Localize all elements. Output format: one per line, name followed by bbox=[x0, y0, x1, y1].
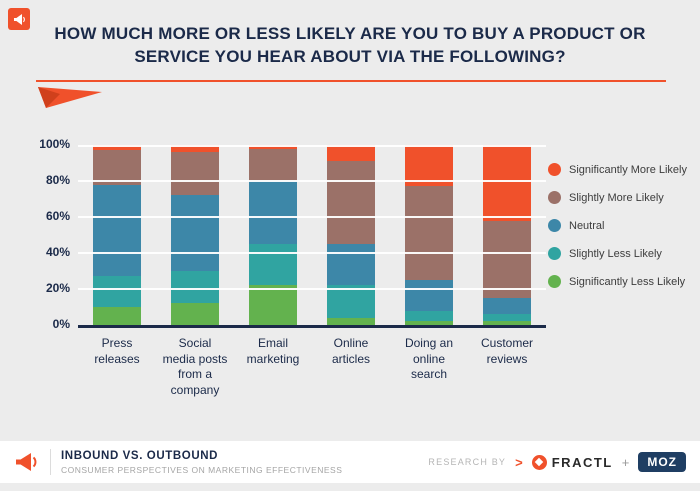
bar-segment bbox=[93, 307, 141, 325]
bar-group bbox=[468, 145, 546, 325]
category-label: Social media posts from a company bbox=[162, 336, 228, 397]
bar-group bbox=[312, 145, 390, 325]
footer: INBOUND VS. OUTBOUND CONSUMER PERSPECTIV… bbox=[0, 441, 700, 483]
category-label: Customer reviews bbox=[480, 336, 533, 366]
stacked-bar bbox=[171, 145, 219, 325]
footer-logos-block: RESEARCH BY > FRACTL + MOZ bbox=[428, 452, 686, 472]
bar-segment bbox=[327, 317, 375, 325]
bars-area bbox=[78, 145, 546, 328]
gridline-100 bbox=[78, 145, 546, 147]
footer-titles: INBOUND VS. OUTBOUND CONSUMER PERSPECTIV… bbox=[61, 450, 342, 475]
bar-segment bbox=[405, 310, 453, 322]
footer-subtitle: CONSUMER PERSPECTIVES ON MARKETING EFFEC… bbox=[61, 464, 343, 475]
flag-accent-icon bbox=[38, 87, 102, 108]
research-by-label: RESEARCH BY bbox=[428, 457, 507, 467]
bar-segment bbox=[483, 298, 531, 315]
bar-group bbox=[390, 145, 468, 325]
category-label: Online articles bbox=[331, 336, 370, 366]
legend-swatch-icon bbox=[548, 219, 561, 232]
footer-divider bbox=[50, 449, 51, 475]
y-tick-label: 40% bbox=[45, 245, 70, 259]
bar-group bbox=[156, 145, 234, 325]
legend-label: Significantly Less Likely bbox=[569, 275, 686, 288]
legend-label: Significantly More Likely bbox=[569, 163, 687, 176]
bar-segment bbox=[327, 145, 375, 162]
gridline-40 bbox=[78, 252, 546, 254]
footer-title: INBOUND VS. OUTBOUND bbox=[61, 449, 219, 462]
bar-segment bbox=[93, 184, 141, 277]
legend-swatch-icon bbox=[548, 191, 561, 204]
title-underline bbox=[36, 80, 666, 82]
legend-swatch-icon bbox=[548, 275, 561, 288]
gridline-80 bbox=[78, 180, 546, 182]
stacked-bar bbox=[483, 145, 531, 325]
brand-corner-icon bbox=[8, 8, 30, 30]
fractl-wordmark: FRACTL bbox=[551, 454, 613, 470]
bar-segment bbox=[483, 220, 531, 299]
bar-segment bbox=[171, 303, 219, 325]
bar-group bbox=[78, 145, 156, 325]
footer-brand-block: INBOUND VS. OUTBOUND CONSUMER PERSPECTIV… bbox=[14, 449, 342, 475]
bar-segment bbox=[327, 244, 375, 286]
bar-segment bbox=[405, 321, 453, 325]
legend: Significantly More Likely Slightly More L… bbox=[548, 163, 687, 303]
y-tick-label: 20% bbox=[45, 281, 70, 295]
legend-swatch-icon bbox=[548, 247, 561, 260]
category-label: Press releases bbox=[94, 336, 140, 366]
legend-item: Slightly Less Likely bbox=[548, 247, 687, 260]
legend-swatch-icon bbox=[548, 163, 561, 176]
bar-segment bbox=[93, 276, 141, 307]
legend-label: Neutral bbox=[569, 219, 605, 232]
bar-segment bbox=[249, 285, 297, 325]
bar-segment bbox=[171, 152, 219, 196]
legend-item: Neutral bbox=[548, 219, 687, 232]
plus-separator: + bbox=[621, 454, 630, 470]
bar-segment bbox=[171, 195, 219, 272]
legend-item: Slightly More Likely bbox=[548, 191, 687, 204]
bar-segment bbox=[93, 150, 141, 185]
y-tick-label: 80% bbox=[45, 173, 70, 187]
stacked-bar bbox=[93, 145, 141, 325]
bar-segment bbox=[483, 145, 531, 221]
legend-label: Slightly More Likely bbox=[569, 191, 664, 204]
moz-logo: MOZ bbox=[638, 452, 686, 472]
category-label: Email marketing bbox=[246, 336, 300, 366]
bar-segment bbox=[483, 321, 531, 325]
y-tick-label: 0% bbox=[52, 317, 70, 331]
bar-segment bbox=[249, 148, 297, 182]
fractl-logo: FRACTL bbox=[531, 454, 613, 470]
legend-item: Significantly More Likely bbox=[548, 163, 687, 176]
stacked-bar bbox=[327, 145, 375, 325]
chevron-right-icon: > bbox=[515, 454, 523, 470]
stacked-bar bbox=[249, 145, 297, 325]
gridline-60 bbox=[78, 216, 546, 218]
bar-segment bbox=[405, 280, 453, 311]
bar-segment bbox=[405, 186, 453, 281]
y-tick-label: 100% bbox=[39, 137, 70, 151]
bar-segment bbox=[171, 271, 219, 304]
bar-segment bbox=[93, 145, 141, 151]
fractl-mark-icon bbox=[531, 454, 547, 470]
bar-segment bbox=[327, 161, 375, 245]
bar-segment bbox=[327, 285, 375, 318]
category-label: Doing an online search bbox=[404, 336, 454, 382]
gridline-20 bbox=[78, 288, 546, 290]
bar-segment bbox=[249, 181, 297, 245]
y-tick-label: 60% bbox=[45, 209, 70, 223]
y-axis: 100% 80% 60% 40% 20% 0% bbox=[14, 137, 70, 331]
bar-segment bbox=[405, 145, 453, 187]
bar-segment bbox=[249, 244, 297, 286]
stacked-bar bbox=[405, 145, 453, 325]
legend-item: Significantly Less Likely bbox=[548, 275, 687, 288]
legend-label: Slightly Less Likely bbox=[569, 247, 662, 260]
bar-segment bbox=[171, 145, 219, 153]
bar-segment bbox=[483, 314, 531, 322]
megaphone-glyph-icon bbox=[13, 13, 25, 25]
x-axis-labels: Press releases Social media posts from a … bbox=[78, 336, 546, 398]
bar-group bbox=[234, 145, 312, 325]
chart-title: HOW MUCH MORE OR LESS LIKELY ARE YOU TO … bbox=[54, 24, 646, 66]
megaphone-icon bbox=[16, 453, 37, 471]
